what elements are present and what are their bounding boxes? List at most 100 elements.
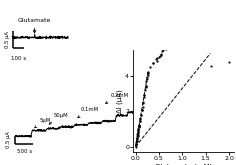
Point	[135, 136, 139, 139]
Point	[154, 58, 158, 61]
Point	[159, 53, 163, 56]
Point	[135, 141, 138, 144]
Point	[183, 23, 187, 26]
Point	[184, 22, 188, 25]
Point	[135, 135, 139, 138]
Point	[144, 86, 148, 88]
Point	[165, 44, 169, 47]
Point	[160, 50, 164, 53]
Text: 0.1mM: 0.1mM	[78, 107, 99, 118]
Point	[227, 61, 231, 63]
Point	[141, 101, 145, 103]
Text: 0.5 μA: 0.5 μA	[6, 131, 11, 148]
Point	[159, 53, 163, 56]
Point	[137, 129, 140, 131]
Point	[195, 7, 199, 10]
Text: 0.4mM: 0.4mM	[188, 71, 210, 80]
Text: 0.2mM: 0.2mM	[105, 93, 128, 103]
Point	[137, 125, 141, 127]
Point	[183, 24, 187, 27]
Text: 0.3mM: 0.3mM	[155, 81, 176, 91]
Point	[141, 106, 144, 108]
Y-axis label: ΔI (μA): ΔI (μA)	[117, 89, 123, 113]
Point	[139, 117, 142, 120]
Point	[136, 128, 140, 131]
Point	[194, 8, 198, 11]
Point	[156, 57, 159, 59]
Point	[136, 131, 140, 133]
Point	[140, 109, 144, 111]
Point	[138, 119, 142, 122]
Point	[135, 139, 139, 142]
Point	[137, 124, 141, 127]
Point	[137, 127, 140, 130]
Point	[137, 130, 140, 132]
Point	[134, 145, 138, 148]
Point	[144, 80, 148, 82]
Point	[142, 93, 146, 96]
Point	[136, 135, 139, 137]
Point	[164, 48, 168, 51]
Point	[190, 14, 194, 16]
Point	[139, 113, 143, 116]
Point	[200, 0, 204, 2]
Point	[202, 0, 206, 2]
Text: 5μM: 5μM	[35, 118, 50, 128]
X-axis label: Glutamate (mM): Glutamate (mM)	[155, 163, 212, 165]
Point	[144, 85, 148, 87]
Point	[142, 94, 146, 96]
Point	[158, 55, 162, 58]
Point	[135, 139, 139, 142]
Point	[180, 28, 183, 31]
Point	[136, 134, 139, 136]
Text: 100 s: 100 s	[11, 56, 26, 61]
Text: Glutamate: Glutamate	[18, 18, 51, 23]
Point	[200, 4, 204, 6]
Point	[204, 0, 208, 2]
Point	[146, 72, 150, 75]
Point	[177, 31, 181, 33]
Point	[193, 12, 197, 15]
Point	[193, 13, 196, 16]
Point	[197, 5, 200, 8]
Point	[145, 77, 149, 80]
Point	[138, 116, 142, 119]
Point	[197, 4, 201, 7]
Point	[188, 19, 192, 22]
Point	[188, 16, 192, 19]
Point	[182, 26, 186, 29]
Point	[143, 89, 147, 91]
Point	[146, 73, 150, 76]
Point	[155, 59, 159, 62]
Point	[144, 84, 148, 87]
Point	[134, 143, 138, 146]
Point	[161, 49, 165, 51]
Point	[171, 39, 175, 41]
Point	[138, 120, 142, 122]
Text: 50μM: 50μM	[49, 113, 69, 124]
Point	[149, 65, 152, 68]
Point	[140, 109, 144, 111]
Point	[157, 56, 160, 59]
Point	[187, 18, 191, 20]
Point	[135, 136, 139, 139]
Point	[136, 133, 139, 136]
Point	[138, 124, 141, 127]
Point	[209, 65, 213, 68]
Point	[135, 138, 139, 140]
Point	[142, 96, 146, 99]
Point	[140, 108, 144, 111]
Point	[137, 124, 141, 127]
Point	[191, 15, 195, 18]
Point	[151, 62, 155, 64]
Point	[203, 0, 207, 1]
Point	[137, 125, 141, 128]
Point	[139, 114, 143, 117]
Text: 500 s: 500 s	[17, 149, 32, 154]
Point	[141, 102, 145, 105]
Point	[136, 132, 140, 135]
Point	[186, 20, 190, 23]
Point	[152, 61, 155, 64]
Point	[183, 22, 187, 25]
Point	[188, 19, 191, 22]
